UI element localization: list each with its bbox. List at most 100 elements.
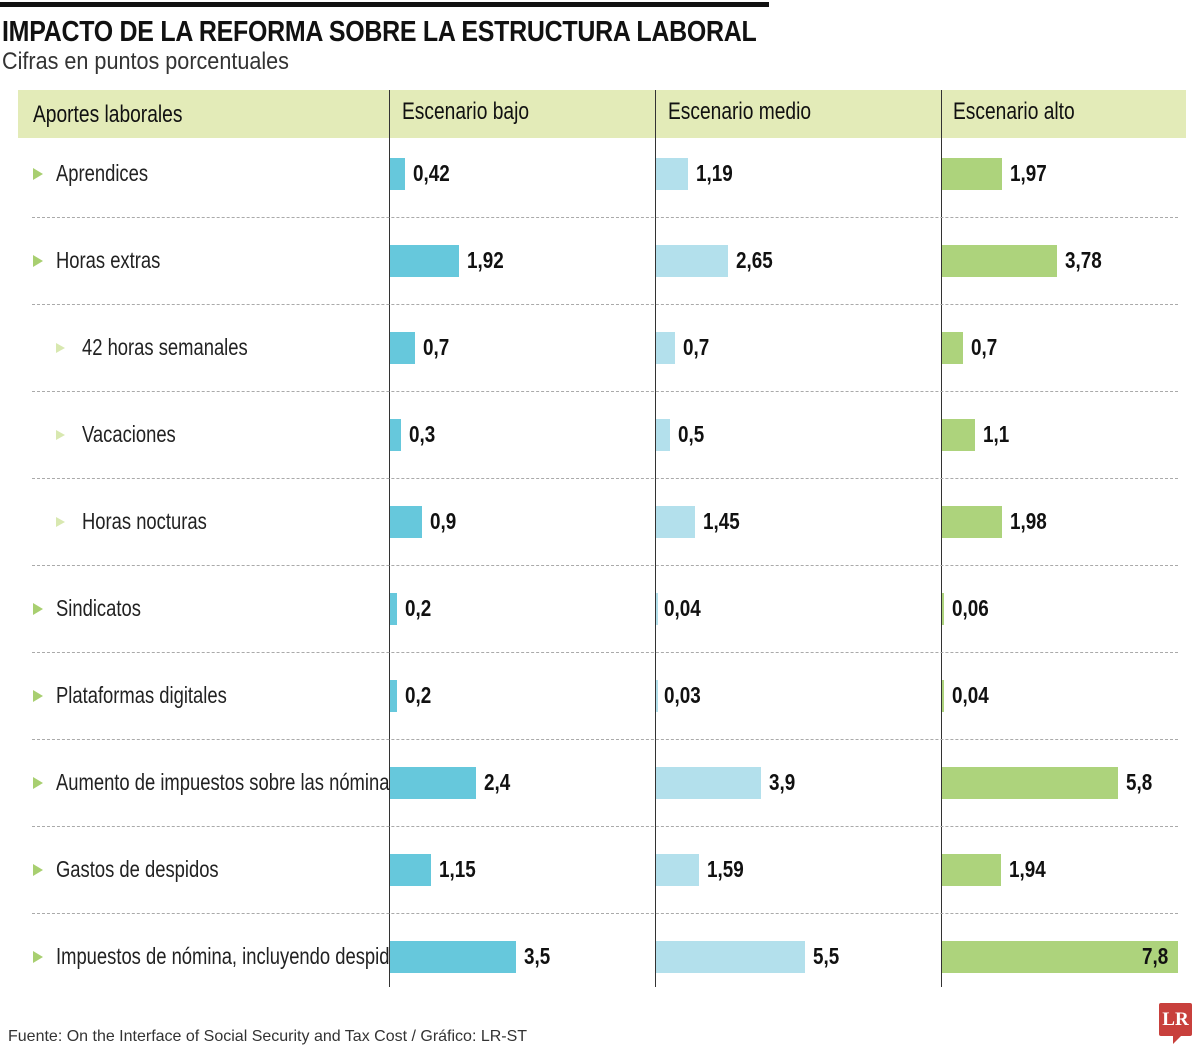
bar-bajo [390,593,398,625]
value-label: 1,19 [696,160,733,186]
bullet-triangle-icon [56,430,65,440]
value-label: 3,9 [769,769,796,795]
bar-medio [656,158,689,190]
bar-alto [942,854,1001,886]
bar-alto [942,767,1118,799]
bar-bajo [390,332,416,364]
value-label: 1,94 [1008,856,1046,882]
divider [941,90,942,987]
bar-medio [656,854,699,886]
value-label: 1,97 [1009,160,1047,186]
bar-bajo [390,767,477,799]
bar-medio [656,506,696,538]
top-rule [0,2,769,7]
value-label: 5,5 [812,943,839,969]
bar-medio [656,680,658,712]
bullet-triangle-icon [33,168,43,180]
value-label: 0,2 [405,595,432,621]
bar-alto [942,506,1002,538]
value-label: 1,45 [703,508,740,534]
row-separator [32,826,1178,827]
value-label: 0,7 [971,334,998,360]
value-label: 3,78 [1064,247,1102,273]
bullet-triangle-icon [33,777,43,789]
bar-medio [656,593,658,625]
row-separator [32,913,1178,914]
value-label: 2,65 [735,247,773,273]
bar-medio [656,332,675,364]
bullet-triangle-icon [33,255,43,267]
value-label: 0,2 [405,682,432,708]
bar-alto [942,245,1057,277]
divider [655,90,656,987]
bar-bajo [390,245,460,277]
bar-bajo [390,419,401,451]
category-label: 42 horas semanales [82,334,248,360]
bar-medio [656,767,762,799]
value-label: 2,4 [484,769,511,795]
table-header [18,90,1186,138]
bullet-triangle-icon [33,603,43,615]
value-label: 0,04 [664,595,701,621]
header-bajo: Escenario bajo [402,98,530,125]
category-label: Aumento de impuestos sobre las nóminas [56,769,399,795]
value-label: 0,3 [408,421,436,447]
value-label: 1,15 [439,856,477,882]
category-label: Horas nocturas [82,508,207,534]
value-label: 0,9 [430,508,457,534]
value-label: 0,42 [413,160,450,186]
row-separator [32,478,1178,479]
category-label: Sindicatos [56,595,141,621]
header-aportes: Aportes laborales [33,101,183,128]
row-separator [32,391,1178,392]
lr-logo: LR [1159,1003,1192,1044]
divider [389,90,390,987]
row-separator [32,565,1178,566]
bar-alto [942,332,964,364]
value-label: 1,92 [467,247,504,273]
bar-medio [656,245,728,277]
bar-bajo [390,680,398,712]
row-separator [32,304,1178,305]
bar-bajo [390,158,406,190]
category-label: Aprendices [56,160,149,186]
value-label: 1,1 [983,421,1010,447]
value-label: 0,04 [951,682,989,708]
bullet-triangle-icon [56,343,65,353]
bar-alto [942,680,944,712]
source-note: Fuente: On the Interface of Social Secur… [8,1028,528,1045]
header-medio: Escenario medio [668,98,812,125]
value-label: 3,5 [524,943,551,969]
category-label: Plataformas digitales [56,682,227,708]
category-label: Impuestos de nómina, incluyendo despidos [56,943,409,969]
bullet-triangle-icon [33,690,43,702]
bullet-triangle-icon [33,951,43,963]
bar-medio [656,419,670,451]
value-label: 7,8 [1142,943,1169,969]
bar-alto [942,941,1179,973]
header-alto: Escenario alto [953,98,1075,125]
bar-bajo [390,854,432,886]
chart-title: IMPACTO DE LA REFORMA SOBRE LA ESTRUCTUR… [2,16,757,48]
value-label: 0,5 [677,421,704,447]
category-label: Gastos de despidos [56,856,219,882]
row-separator [32,217,1178,218]
bar-alto [942,419,976,451]
row-separator [32,739,1178,740]
bar-alto [942,158,1002,190]
chart-subtitle: Cifras en puntos porcentuales [2,48,289,75]
bar-bajo [390,941,516,973]
row-separator [32,652,1178,653]
bar-medio [656,941,805,973]
value-label: 1,98 [1009,508,1047,534]
bar-bajo [390,506,423,538]
value-label: 0,7 [682,334,710,360]
bullet-triangle-icon [33,864,43,876]
category-label: Horas extras [56,247,161,273]
value-label: 1,59 [706,856,744,882]
value-label: 0,03 [664,682,701,708]
value-label: 5,8 [1125,769,1152,795]
value-label: 0,7 [423,334,450,360]
value-label: 0,06 [951,595,989,621]
